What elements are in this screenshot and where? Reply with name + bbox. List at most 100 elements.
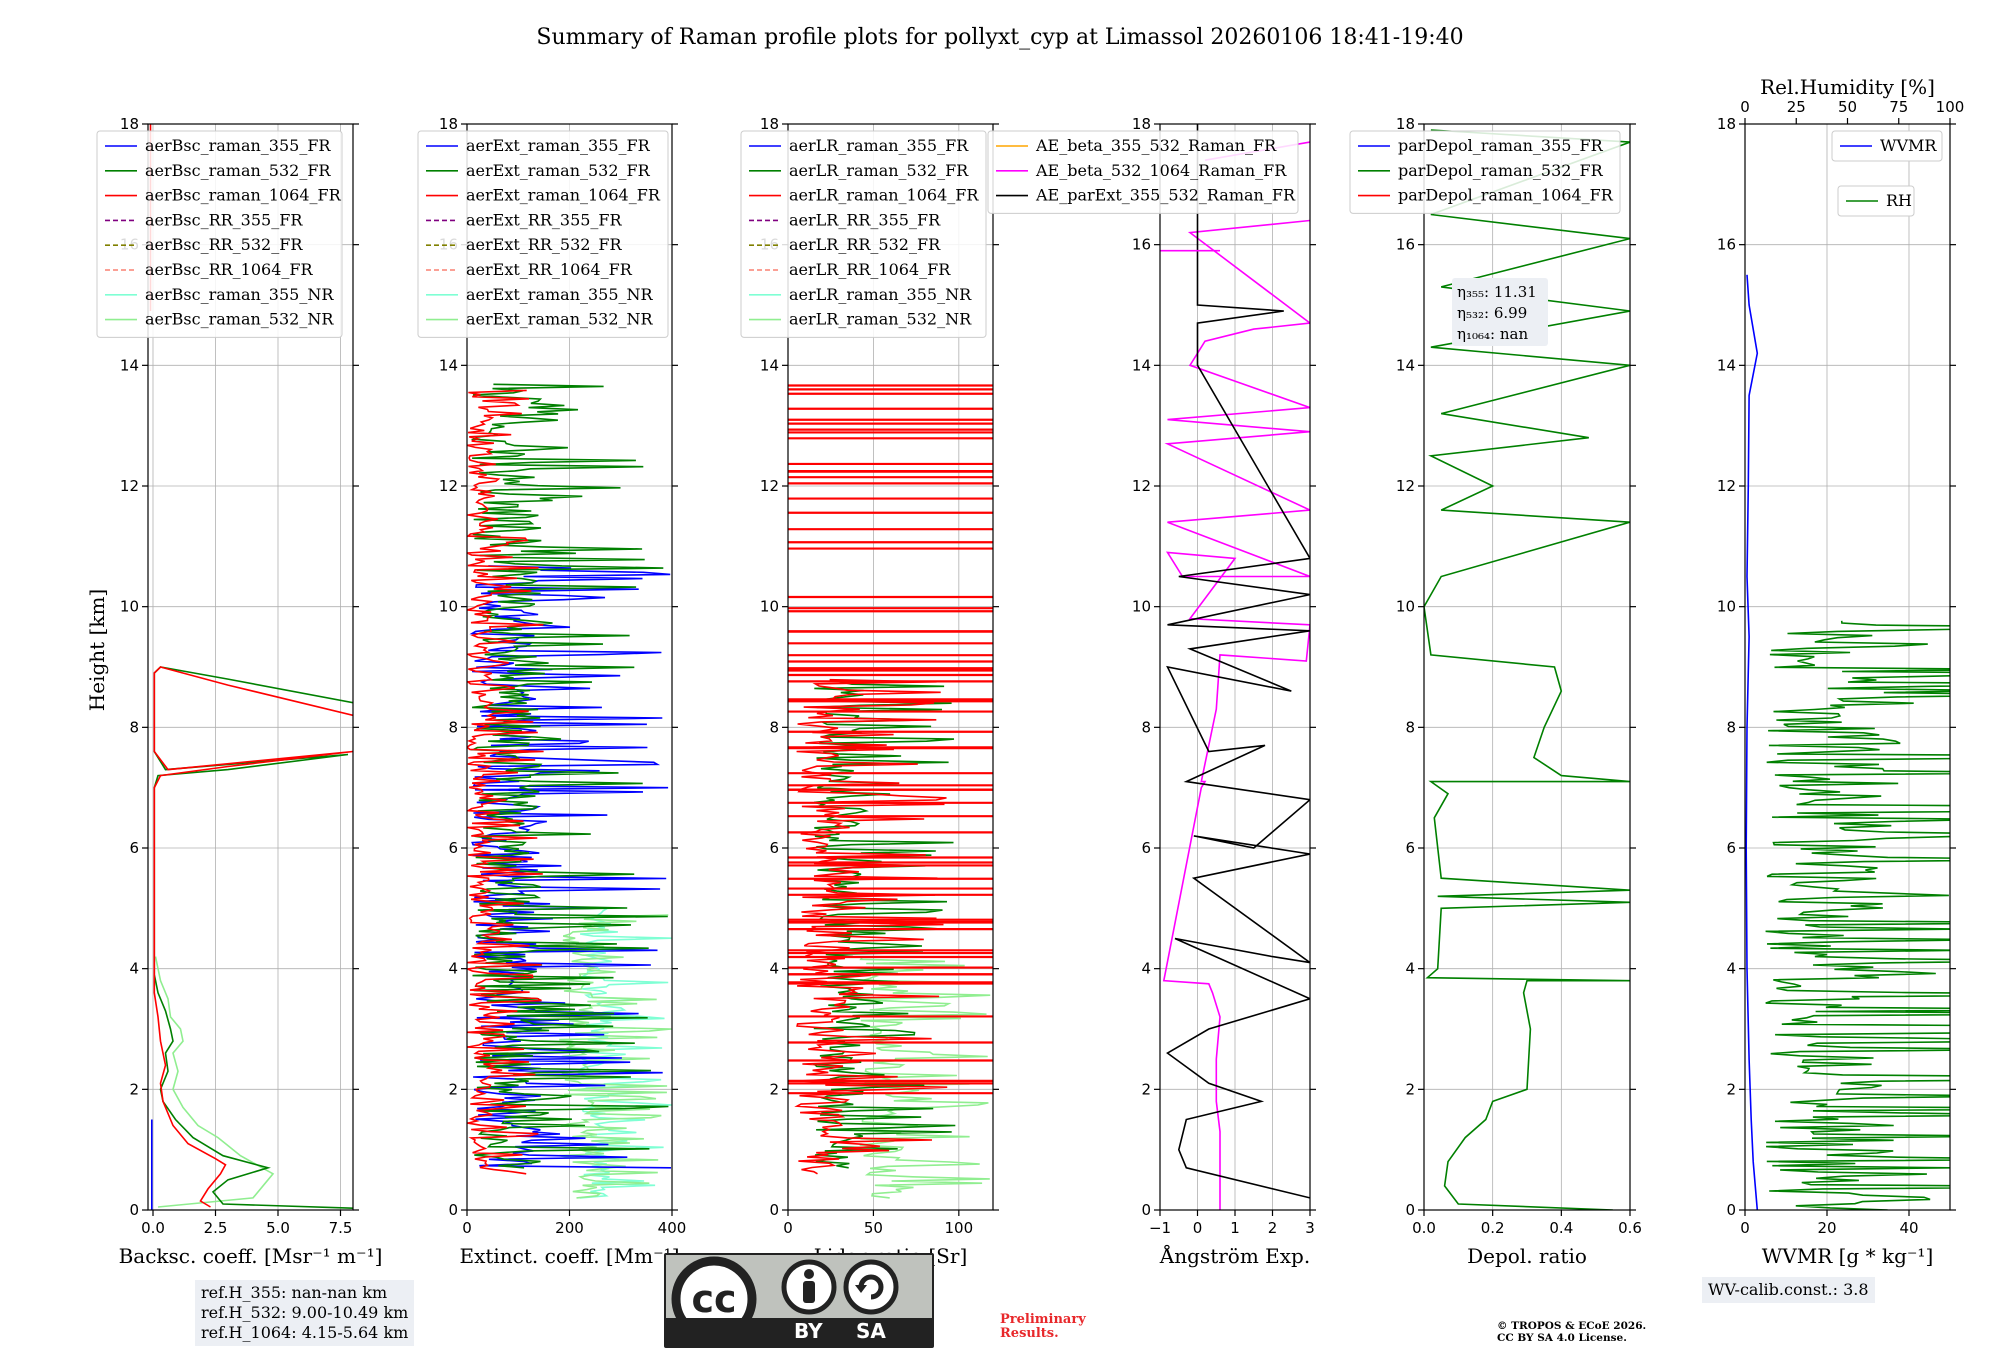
top-x-tick-label: 0 — [1740, 98, 1750, 116]
legend-label: aerBsc_RR_355_FR — [145, 210, 303, 229]
y-tick-label: 4 — [1141, 960, 1151, 978]
x-tick-label: 1 — [1230, 1219, 1240, 1237]
top-x-tick-label: 50 — [1838, 98, 1857, 116]
preliminary-line-1: Preliminary — [1000, 1312, 1086, 1327]
x-tick-label: 7.5 — [329, 1219, 353, 1237]
legend-label: aerBsc_raman_1064_FR — [145, 186, 342, 205]
legend-label: aerExt_RR_355_FR — [466, 210, 623, 229]
ref-height-532: ref.H_532: 9.00-10.49 km — [201, 1303, 409, 1322]
legend-label: aerLR_RR_1064_FR — [789, 260, 951, 279]
y-tick-label: 8 — [129, 718, 139, 736]
x-tick-label: 0.2 — [1481, 1219, 1505, 1237]
top-x-tick-label: 75 — [1889, 98, 1908, 116]
x-tick-label: 2.5 — [204, 1219, 228, 1237]
y-tick-label: 0 — [1405, 1201, 1415, 1219]
legend-label: aerExt_raman_532_NR — [466, 310, 654, 329]
y-tick-label: 4 — [1405, 960, 1415, 978]
legend-label: aerExt_RR_532_FR — [466, 235, 623, 254]
legend-label: WVMR — [1880, 136, 1937, 155]
y-tick-label: 14 — [120, 356, 139, 374]
y-tick-label: 2 — [769, 1080, 779, 1098]
series-line-WVMR — [1745, 274, 1759, 1210]
x-tick-label: 0.4 — [1549, 1219, 1573, 1237]
legend-label: AE_parExt_355_532_Raman_FR — [1035, 186, 1296, 205]
legend-label: aerLR_raman_532_FR — [789, 161, 969, 180]
y-tick-label: 14 — [760, 356, 779, 374]
y-tick-label: 8 — [1726, 718, 1736, 736]
y-tick-label: 8 — [448, 718, 458, 736]
legend-label: AE_beta_532_1064_Raman_FR — [1035, 161, 1287, 180]
x-axis-label: WVMR [g * kg⁻¹] — [1762, 1244, 1934, 1268]
series-line-aerBsc_raman_1064_FR — [153, 666, 353, 1208]
panel-2: 0246810121416180200400Extinct. coeff. [M… — [417, 115, 686, 1268]
y-tick-label: 8 — [769, 718, 779, 736]
panel-3: 024681012141618050100Lidar ratio [Sr]aer… — [740, 115, 999, 1268]
y-tick-label: 10 — [760, 598, 779, 616]
y-tick-label: 12 — [1132, 477, 1151, 495]
y-tick-label: 6 — [1141, 839, 1151, 857]
x-tick-label: 50 — [864, 1219, 883, 1237]
x-tick-label: −1 — [1149, 1219, 1171, 1237]
y-tick-label: 6 — [769, 839, 779, 857]
legend-label: aerExt_raman_532_FR — [466, 161, 651, 180]
y-tick-label: 8 — [1405, 718, 1415, 736]
data-layer — [1424, 129, 1630, 1210]
y-tick-label: 0 — [129, 1201, 139, 1219]
y-tick-label: 4 — [1726, 960, 1736, 978]
legend-box — [1831, 130, 1943, 162]
x-tick-label: 2 — [1268, 1219, 1278, 1237]
share-alike-icon — [843, 1259, 899, 1315]
panel-frame — [1423, 123, 1631, 1211]
legend-box — [987, 130, 1299, 214]
y-tick-label: 10 — [1132, 598, 1151, 616]
y-tick-label: 16 — [1132, 236, 1151, 254]
panel-frame — [787, 123, 994, 1211]
y-tick-label: 6 — [1405, 839, 1415, 857]
legend-label: AE_beta_355_532_Raman_FR — [1035, 136, 1277, 155]
y-tick-label: 2 — [1405, 1080, 1415, 1098]
series-line-aerExt_raman_1064_FR — [467, 389, 544, 1175]
y-tick-label: 18 — [120, 115, 139, 133]
cc-license-badge: cc BY SA — [664, 1253, 934, 1348]
copyright-line-2: CC BY SA 4.0 License. — [1497, 1332, 1627, 1344]
y-tick-label: 18 — [760, 115, 779, 133]
y-tick-label: 0 — [1141, 1201, 1151, 1219]
panel-frame — [147, 123, 354, 1211]
y-tick-label: 14 — [1396, 356, 1415, 374]
legend-label: aerBsc_raman_532_FR — [145, 161, 331, 180]
y-tick-label: 12 — [1717, 477, 1736, 495]
top-axis-label: Rel.Humidity [%] — [1760, 75, 1935, 99]
x-tick-label: 100 — [945, 1219, 974, 1237]
copyright-line-1: © TROPOS & ECoE 2026. — [1497, 1320, 1647, 1332]
top-x-tick-label: 25 — [1787, 98, 1806, 116]
series-line-RH — [1765, 620, 1950, 1210]
badge-sa-label: SA — [856, 1319, 886, 1343]
badge-by-label: BY — [794, 1319, 823, 1343]
legend-label: parDepol_raman_1064_FR — [1398, 186, 1614, 205]
legend-label: aerLR_raman_355_FR — [789, 136, 969, 155]
y-axis-label: Height [km] — [85, 589, 109, 711]
preliminary-line-2: Results. — [1000, 1326, 1059, 1341]
y-tick-label: 10 — [1717, 598, 1736, 616]
legend-label: aerExt_raman_355_NR — [466, 285, 654, 304]
series-line-AE_parExt_355_532_Raman_FR — [1166, 124, 1310, 1199]
copyright-note: © TROPOS & ECoE 2026. CC BY SA 4.0 Licen… — [1497, 1320, 1646, 1344]
series-line-parDepol_raman_532_FR — [1424, 129, 1630, 1210]
x-axis-label: Extinct. coeff. [Mm⁻¹] — [459, 1244, 679, 1268]
ref-height-1064: ref.H_1064: 4.15-5.64 km — [201, 1323, 409, 1342]
y-tick-label: 4 — [769, 960, 779, 978]
y-tick-label: 14 — [1717, 356, 1736, 374]
x-tick-label: 200 — [555, 1219, 584, 1237]
data-layer — [788, 384, 993, 1199]
y-tick-label: 16 — [1717, 236, 1736, 254]
legend-label: aerExt_RR_1064_FR — [466, 260, 633, 279]
legend-label: aerLR_raman_355_NR — [789, 285, 972, 304]
legend-label: aerBsc_raman_355_FR — [145, 136, 331, 155]
y-tick-label: 2 — [1726, 1080, 1736, 1098]
annotation-text: η₃₅₅: 11.31 — [1457, 283, 1537, 301]
annotation-text: η₅₃₂: 6.99 — [1457, 304, 1527, 322]
legend-label: aerBsc_raman_532_NR — [145, 310, 334, 329]
y-tick-label: 18 — [1132, 115, 1151, 133]
